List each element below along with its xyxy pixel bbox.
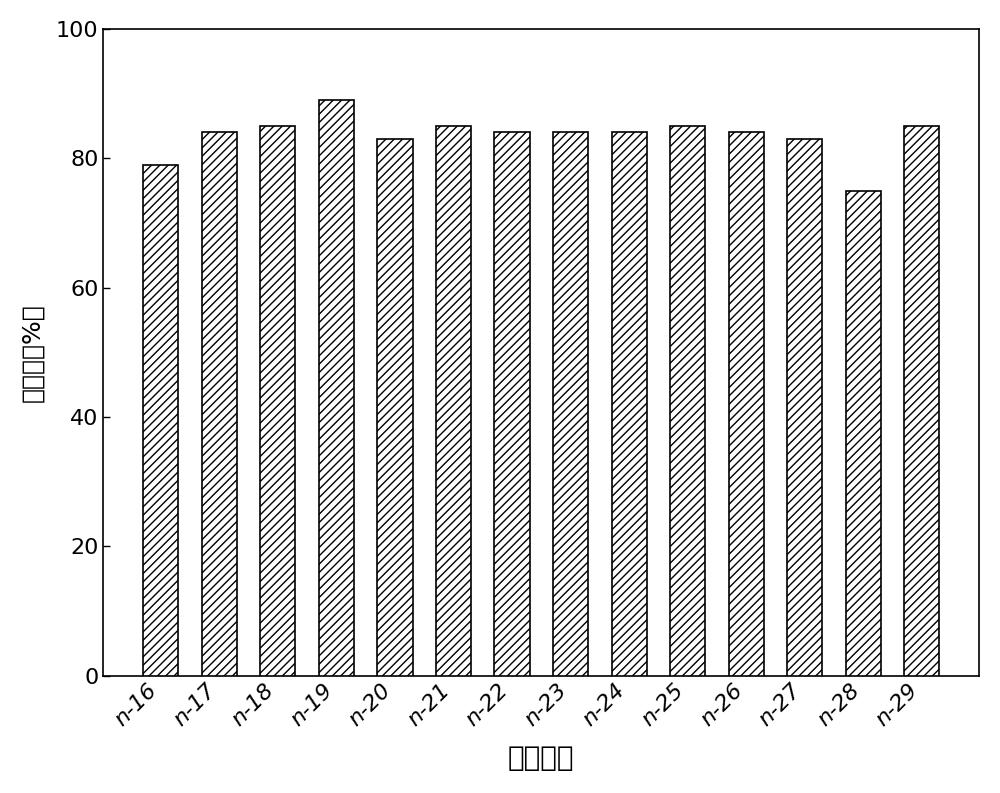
Bar xyxy=(436,126,471,676)
Bar xyxy=(377,139,413,676)
Bar xyxy=(319,100,354,676)
Bar xyxy=(202,132,237,676)
Bar xyxy=(494,132,530,676)
Bar xyxy=(553,132,588,676)
Bar xyxy=(729,132,764,676)
Y-axis label: 降解率（%）: 降解率（%） xyxy=(21,303,45,401)
X-axis label: 饱和烷烴: 饱和烷烴 xyxy=(508,744,575,772)
Bar xyxy=(143,165,178,676)
Bar xyxy=(670,126,705,676)
Bar xyxy=(846,190,881,676)
Bar xyxy=(612,132,647,676)
Bar xyxy=(787,139,822,676)
Bar xyxy=(904,126,939,676)
Bar xyxy=(260,126,295,676)
